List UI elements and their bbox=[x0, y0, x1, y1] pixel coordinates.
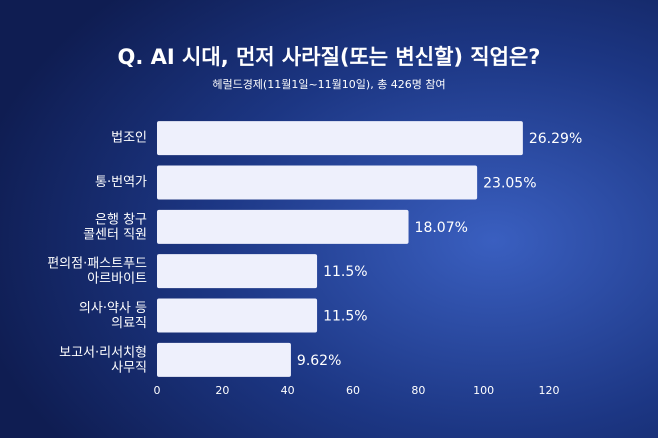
category-label: 보고서·리서치형 사무직 bbox=[59, 345, 147, 375]
value-label: 11.5% bbox=[323, 264, 367, 280]
bar bbox=[157, 121, 523, 156]
x-tick-label: 80 bbox=[411, 384, 425, 397]
value-label: 26.29% bbox=[529, 131, 582, 147]
category-label: 은행 창구 콜센터 직원 bbox=[83, 211, 147, 242]
category-label: 통·번역가 bbox=[95, 175, 147, 190]
value-label: 23.05% bbox=[483, 176, 536, 192]
category-label: 의사·약사 등 의료직 bbox=[79, 301, 147, 331]
chart-title: Q. AI 시대, 먼저 사라질(또는 변신할) 직업은? bbox=[118, 45, 541, 69]
category-label: 법조인 bbox=[111, 131, 147, 146]
x-tick-label: 100 bbox=[473, 384, 494, 397]
x-tick-label: 40 bbox=[281, 384, 295, 397]
chart-subtitle: 헤럴드경제(11월1일~11월10일), 총 426명 참여 bbox=[212, 77, 445, 91]
x-tick-label: 60 bbox=[346, 384, 360, 397]
value-label: 9.62% bbox=[297, 353, 341, 369]
x-tick-label: 20 bbox=[215, 384, 229, 397]
category-label: 편의점·패스트푸드 아르바이트 bbox=[47, 256, 147, 286]
bar bbox=[157, 298, 318, 333]
x-tick-label: 120 bbox=[539, 384, 560, 397]
bar bbox=[157, 165, 478, 200]
bar bbox=[157, 209, 409, 244]
value-label: 11.5% bbox=[323, 309, 367, 325]
bar bbox=[157, 342, 291, 377]
x-tick-label: 0 bbox=[154, 384, 161, 397]
value-label: 18.07% bbox=[415, 220, 468, 236]
bar bbox=[157, 254, 318, 289]
